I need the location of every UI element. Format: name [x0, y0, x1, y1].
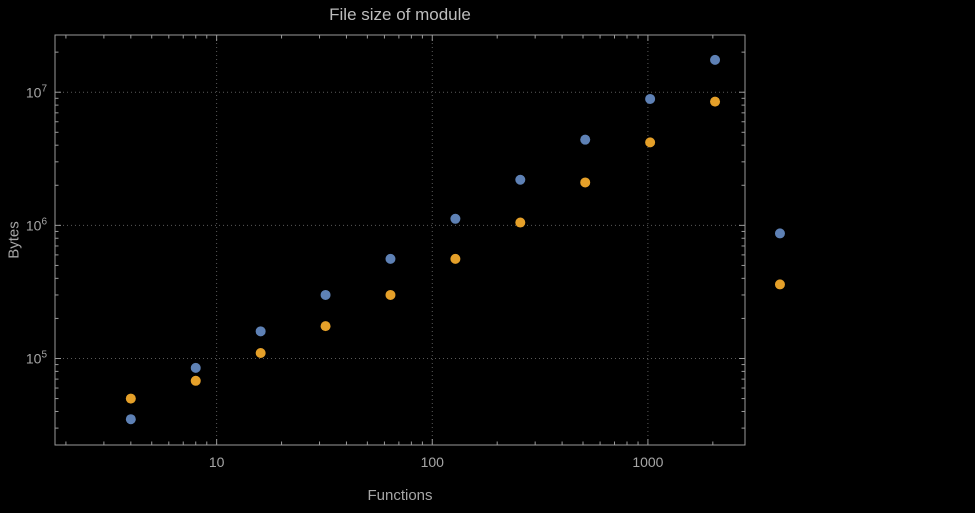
data-point-blue — [710, 54, 721, 65]
data-point-blue — [320, 289, 331, 300]
data-point-blue — [580, 134, 591, 145]
data-point-blue — [515, 174, 526, 185]
data-point-orange — [645, 137, 656, 148]
plot-frame — [54, 34, 746, 446]
data-point-blue — [190, 362, 201, 373]
data-point-orange — [125, 393, 136, 404]
data-point-orange — [774, 279, 785, 290]
data-point-orange — [450, 253, 461, 264]
x-axis-label: Functions — [367, 487, 433, 504]
data-point-blue — [645, 93, 656, 104]
data-point-blue — [450, 213, 461, 224]
x-tick-label: 100 — [420, 454, 444, 470]
data-point-orange — [515, 217, 526, 228]
y-tick-label: 106 — [25, 217, 47, 234]
y-tick-label: 107 — [25, 83, 47, 101]
chart-title: File size of module — [329, 5, 471, 24]
data-point-orange — [580, 177, 591, 188]
data-point-orange — [710, 96, 721, 107]
y-tick-label: 105 — [25, 350, 47, 367]
data-point-orange — [190, 375, 201, 386]
x-tick-label: 1000 — [632, 454, 664, 470]
data-point-blue — [774, 228, 785, 239]
x-tick-label: 10 — [208, 454, 225, 470]
data-point-blue — [385, 253, 396, 264]
data-point-blue — [255, 326, 266, 337]
data-point-orange — [320, 321, 331, 332]
data-point-orange — [385, 289, 396, 300]
data-point-blue — [125, 414, 136, 425]
data-point-orange — [255, 347, 266, 358]
